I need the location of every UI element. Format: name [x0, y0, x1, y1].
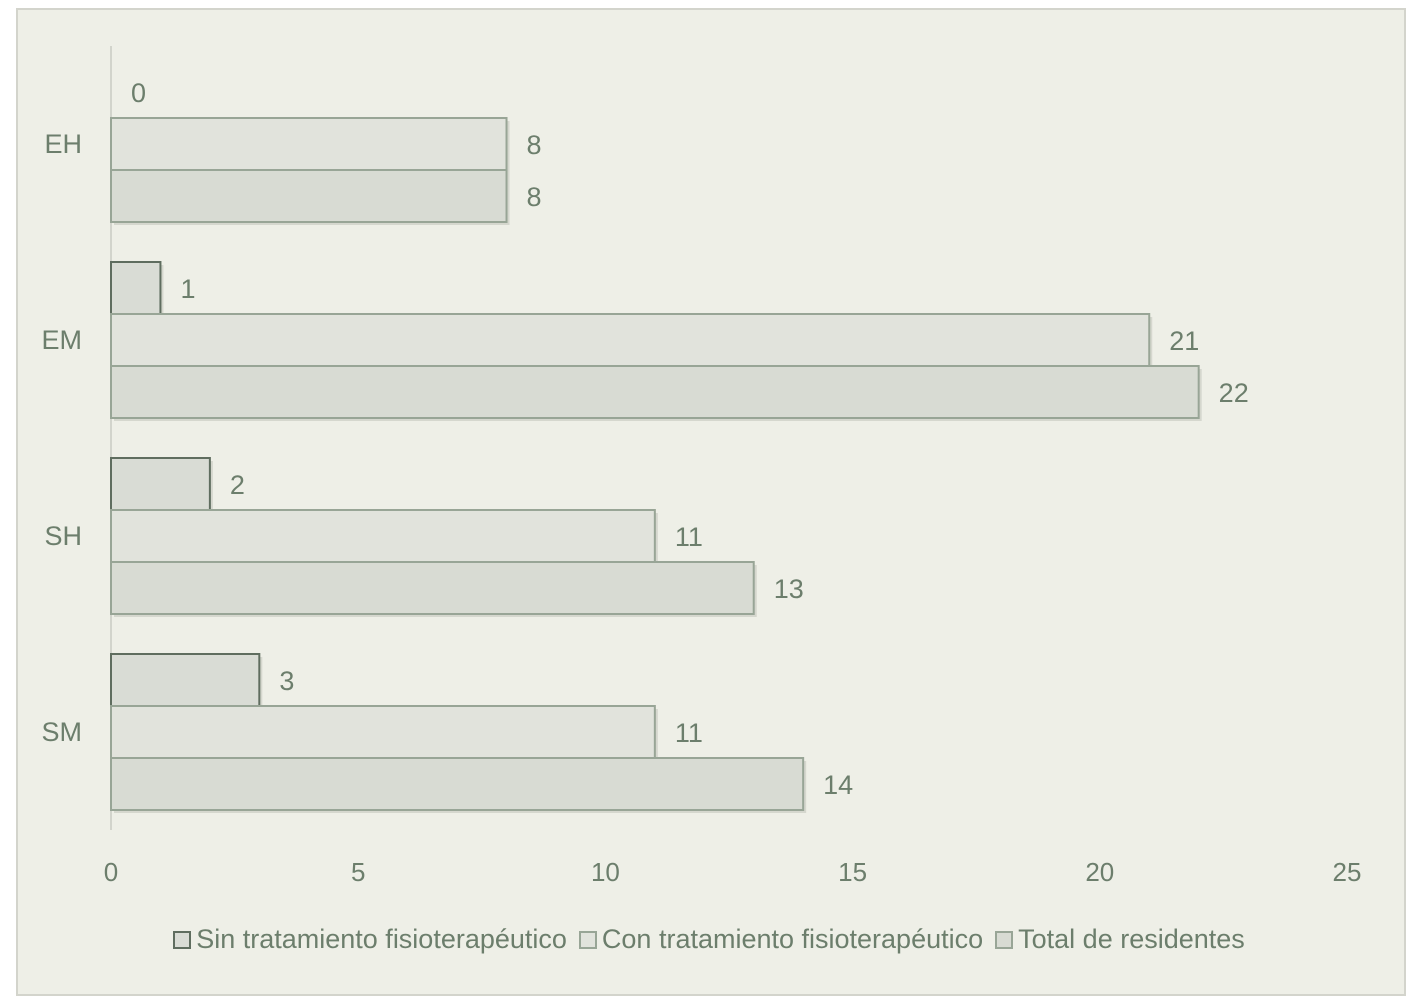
bar-eh-series-2: [110, 169, 508, 223]
data-label-em-series-0: 1: [180, 274, 195, 304]
bar-em-series-1: [110, 313, 1151, 367]
category-label-eh: EH: [44, 129, 82, 159]
x-tick-label-25: 25: [1333, 857, 1362, 887]
bar-sm-series-0: [110, 653, 261, 707]
legend-swatch-sin-tratamiento: [173, 930, 192, 949]
legend-label-sin-tratamiento: Sin tratamiento fisioterapéutico: [196, 924, 567, 954]
data-label-em-series-2: 22: [1219, 378, 1249, 408]
category-label-sh: SH: [44, 521, 82, 551]
legend-item-con-tratamiento: Con tratamiento fisioterapéutico: [578, 924, 984, 955]
data-label-sh-series-0: 2: [230, 470, 245, 500]
data-label-eh-series-0: 0: [131, 78, 146, 108]
data-label-sh-series-1: 11: [675, 522, 703, 552]
data-label-eh-series-1: 8: [527, 130, 542, 160]
legend: Sin tratamiento fisioterapéutico Con tra…: [0, 924, 1418, 955]
legend-label-total-residentes: Total de residentes: [1018, 924, 1245, 954]
legend-swatch-total-residentes: [995, 930, 1014, 949]
x-tick-label-5: 5: [351, 857, 365, 887]
category-label-em: EM: [42, 325, 83, 355]
data-label-sm-series-2: 14: [823, 770, 853, 800]
data-label-sm-series-0: 3: [279, 666, 294, 696]
x-tick-label-0: 0: [104, 857, 118, 887]
legend-label-con-tratamiento: Con tratamiento fisioterapéutico: [601, 924, 984, 954]
data-label-eh-series-2: 8: [527, 182, 542, 212]
bar-sh-series-1: [110, 509, 656, 563]
bar-sh-series-2: [110, 561, 755, 615]
x-tick-label-20: 20: [1085, 857, 1114, 887]
data-label-sm-series-1: 11: [675, 718, 703, 748]
legend-item-total-residentes: Total de residentes: [995, 924, 1245, 955]
x-tick-label-15: 15: [838, 857, 867, 887]
bar-em-series-2: [110, 365, 1200, 419]
data-label-sh-series-2: 13: [774, 574, 804, 604]
bar-em-series-0: [110, 261, 162, 315]
x-tick-label-10: 10: [591, 857, 620, 887]
bar-eh-series-1: [110, 117, 508, 171]
bar-sh-series-0: [110, 457, 211, 511]
bar-sm-series-2: [110, 757, 805, 811]
data-label-em-series-1: 21: [1169, 326, 1199, 356]
legend-swatch-con-tratamiento: [578, 930, 597, 949]
legend-item-sin-tratamiento: Sin tratamiento fisioterapéutico: [173, 924, 567, 955]
category-label-sm: SM: [42, 717, 83, 747]
bar-sm-series-1: [110, 705, 656, 759]
